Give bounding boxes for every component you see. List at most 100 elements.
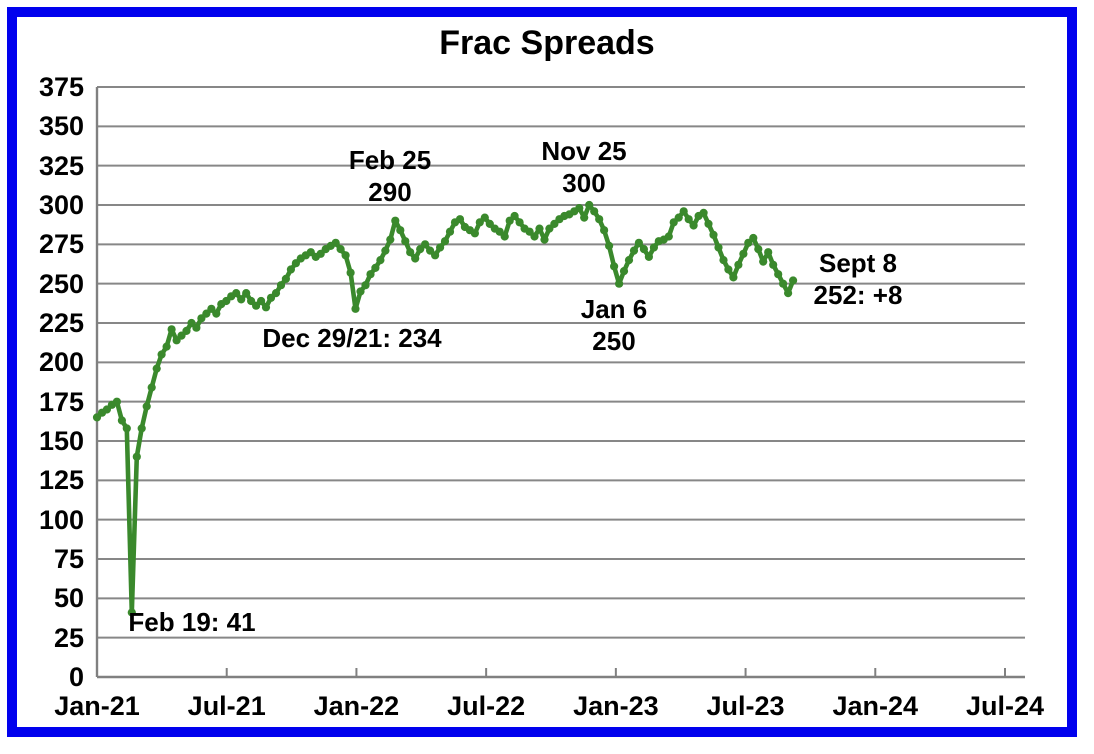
y-axis-label: 275 <box>38 229 84 260</box>
data-point-marker <box>440 237 450 246</box>
data-point-marker <box>605 241 614 250</box>
data-point-marker <box>749 233 758 243</box>
y-axis-label: 250 <box>38 268 84 299</box>
data-point-marker <box>674 213 683 222</box>
data-point-marker <box>371 263 380 272</box>
data-point-marker <box>774 270 783 279</box>
data-point-marker <box>117 416 126 425</box>
y-axis-label: 75 <box>53 544 84 574</box>
y-axis-label: 25 <box>53 622 84 653</box>
data-point-marker <box>535 224 544 233</box>
data-point-marker <box>624 256 634 265</box>
data-point-marker <box>376 256 385 265</box>
data-point-marker <box>336 245 345 254</box>
data-point-marker <box>724 265 733 274</box>
y-axis-label: 0 <box>68 662 84 692</box>
y-axis-label: 225 <box>38 308 84 338</box>
data-point-marker <box>644 252 654 261</box>
data-point-marker <box>754 245 763 254</box>
data-point-marker <box>470 229 479 238</box>
data-point-marker <box>510 211 519 221</box>
y-axis-label: 175 <box>38 386 84 417</box>
data-point-marker <box>341 251 350 260</box>
data-point-marker <box>500 232 509 241</box>
data-point-marker <box>445 227 455 236</box>
data-point-marker <box>580 213 589 222</box>
chart-title: Frac Spreads <box>439 24 655 62</box>
annotation: Sept 8 252: +8 <box>814 247 903 311</box>
data-point-marker <box>590 207 599 216</box>
data-point-marker <box>157 350 166 359</box>
data-point-marker <box>610 262 619 271</box>
data-point-marker <box>619 267 629 276</box>
data-point-marker <box>351 304 360 313</box>
y-axis-label: 325 <box>38 150 84 181</box>
data-point-marker <box>232 289 241 298</box>
data-point-marker <box>789 276 798 285</box>
data-point-marker <box>600 226 609 235</box>
data-point-marker <box>734 260 743 269</box>
data-point-marker <box>242 289 251 298</box>
data-point-marker <box>381 246 390 255</box>
annotation-line: Feb 19: 41 <box>128 607 256 637</box>
data-point-marker <box>684 215 693 224</box>
data-point-marker <box>396 226 405 235</box>
annotation-line: Jan 6 <box>580 294 648 324</box>
data-point-marker <box>261 303 271 312</box>
data-point-marker <box>122 424 131 433</box>
data-point-marker <box>515 218 524 227</box>
y-axis-label: 50 <box>53 583 84 614</box>
data-point-marker <box>112 397 121 406</box>
data-point-marker <box>257 296 266 306</box>
data-point-marker <box>346 268 355 277</box>
y-axis-label: 100 <box>38 504 84 535</box>
annotation: Feb 25 290 <box>349 144 431 208</box>
x-axis-label: Jul-21 <box>187 691 266 721</box>
x-axis-label: Jul-23 <box>706 691 785 721</box>
y-axis-label: 350 <box>38 111 84 142</box>
data-point-marker <box>406 248 415 257</box>
data-point-marker <box>595 215 604 224</box>
x-axis-label: Jul-24 <box>965 691 1045 721</box>
data-point-marker <box>689 221 698 230</box>
annotation-line: Dec 29/21: 234 <box>262 323 442 353</box>
data-point-marker <box>286 265 295 274</box>
data-point-marker <box>575 204 584 213</box>
data-point-marker <box>615 279 624 288</box>
x-axis-label: Jul-22 <box>447 691 526 721</box>
data-point-marker <box>530 232 539 241</box>
y-axis-label: 150 <box>38 426 84 456</box>
data-point-marker <box>764 248 773 257</box>
data-point-marker <box>729 273 738 282</box>
x-axis-label: Jan-22 <box>313 691 400 721</box>
data-point-marker <box>386 235 395 244</box>
data-point-marker <box>664 232 673 241</box>
data-point-marker <box>679 207 688 216</box>
annotation-line: Sept 8 <box>818 248 898 278</box>
data-point-marker <box>719 256 728 265</box>
data-point-marker <box>585 200 594 210</box>
data-point-marker <box>784 289 793 298</box>
data-point-marker <box>540 235 549 244</box>
data-point-marker <box>132 452 141 461</box>
data-point-marker <box>391 216 400 225</box>
data-point-marker <box>436 243 445 252</box>
data-point-marker <box>361 281 370 290</box>
data-point-marker <box>455 215 465 224</box>
data-point-marker <box>356 287 365 296</box>
data-point-marker <box>237 295 246 304</box>
data-point-marker <box>649 243 659 252</box>
data-point-marker <box>411 254 420 263</box>
data-point-marker <box>162 342 171 351</box>
data-point-marker <box>212 309 221 318</box>
data-point-marker <box>127 608 136 617</box>
data-point-marker <box>192 323 201 332</box>
data-point-marker <box>421 240 430 249</box>
x-axis-label: Jan-21 <box>54 691 140 721</box>
annotation-line: 252: +8 <box>813 280 903 310</box>
data-point-marker <box>480 213 489 222</box>
data-point-marker <box>739 249 748 258</box>
data-point-marker <box>147 383 156 392</box>
y-axis-label: 200 <box>38 347 84 378</box>
